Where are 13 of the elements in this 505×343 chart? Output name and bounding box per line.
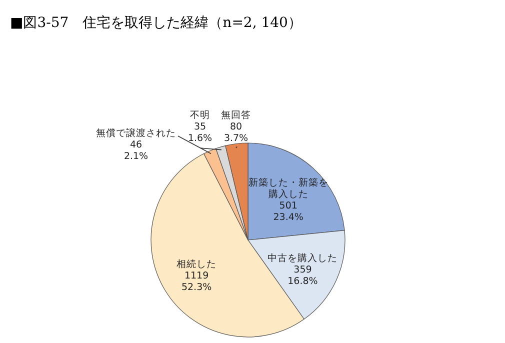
slice-label: 相続した — [176, 258, 217, 270]
data-label: 80 3.7% — [224, 122, 248, 144]
data-label: 359 16.8% — [288, 264, 318, 287]
slice-label: 中古を購入した — [268, 252, 338, 264]
slice-label: 新築した・新築を購入した — [248, 176, 328, 200]
data-label: 46 2.1% — [124, 140, 148, 162]
slice-label: 無回答 — [221, 109, 251, 121]
chart-title: ■図3-57 住宅を取得した経緯（n=2, 140） — [10, 15, 302, 31]
slice-label: 不明 — [190, 110, 210, 121]
data-label: 35 1.6% — [188, 122, 212, 144]
data-label: 501 23.4% — [273, 200, 304, 223]
data-label: 1119 52.3% — [181, 270, 212, 294]
slice-label: 無償で譲渡された — [96, 127, 176, 139]
